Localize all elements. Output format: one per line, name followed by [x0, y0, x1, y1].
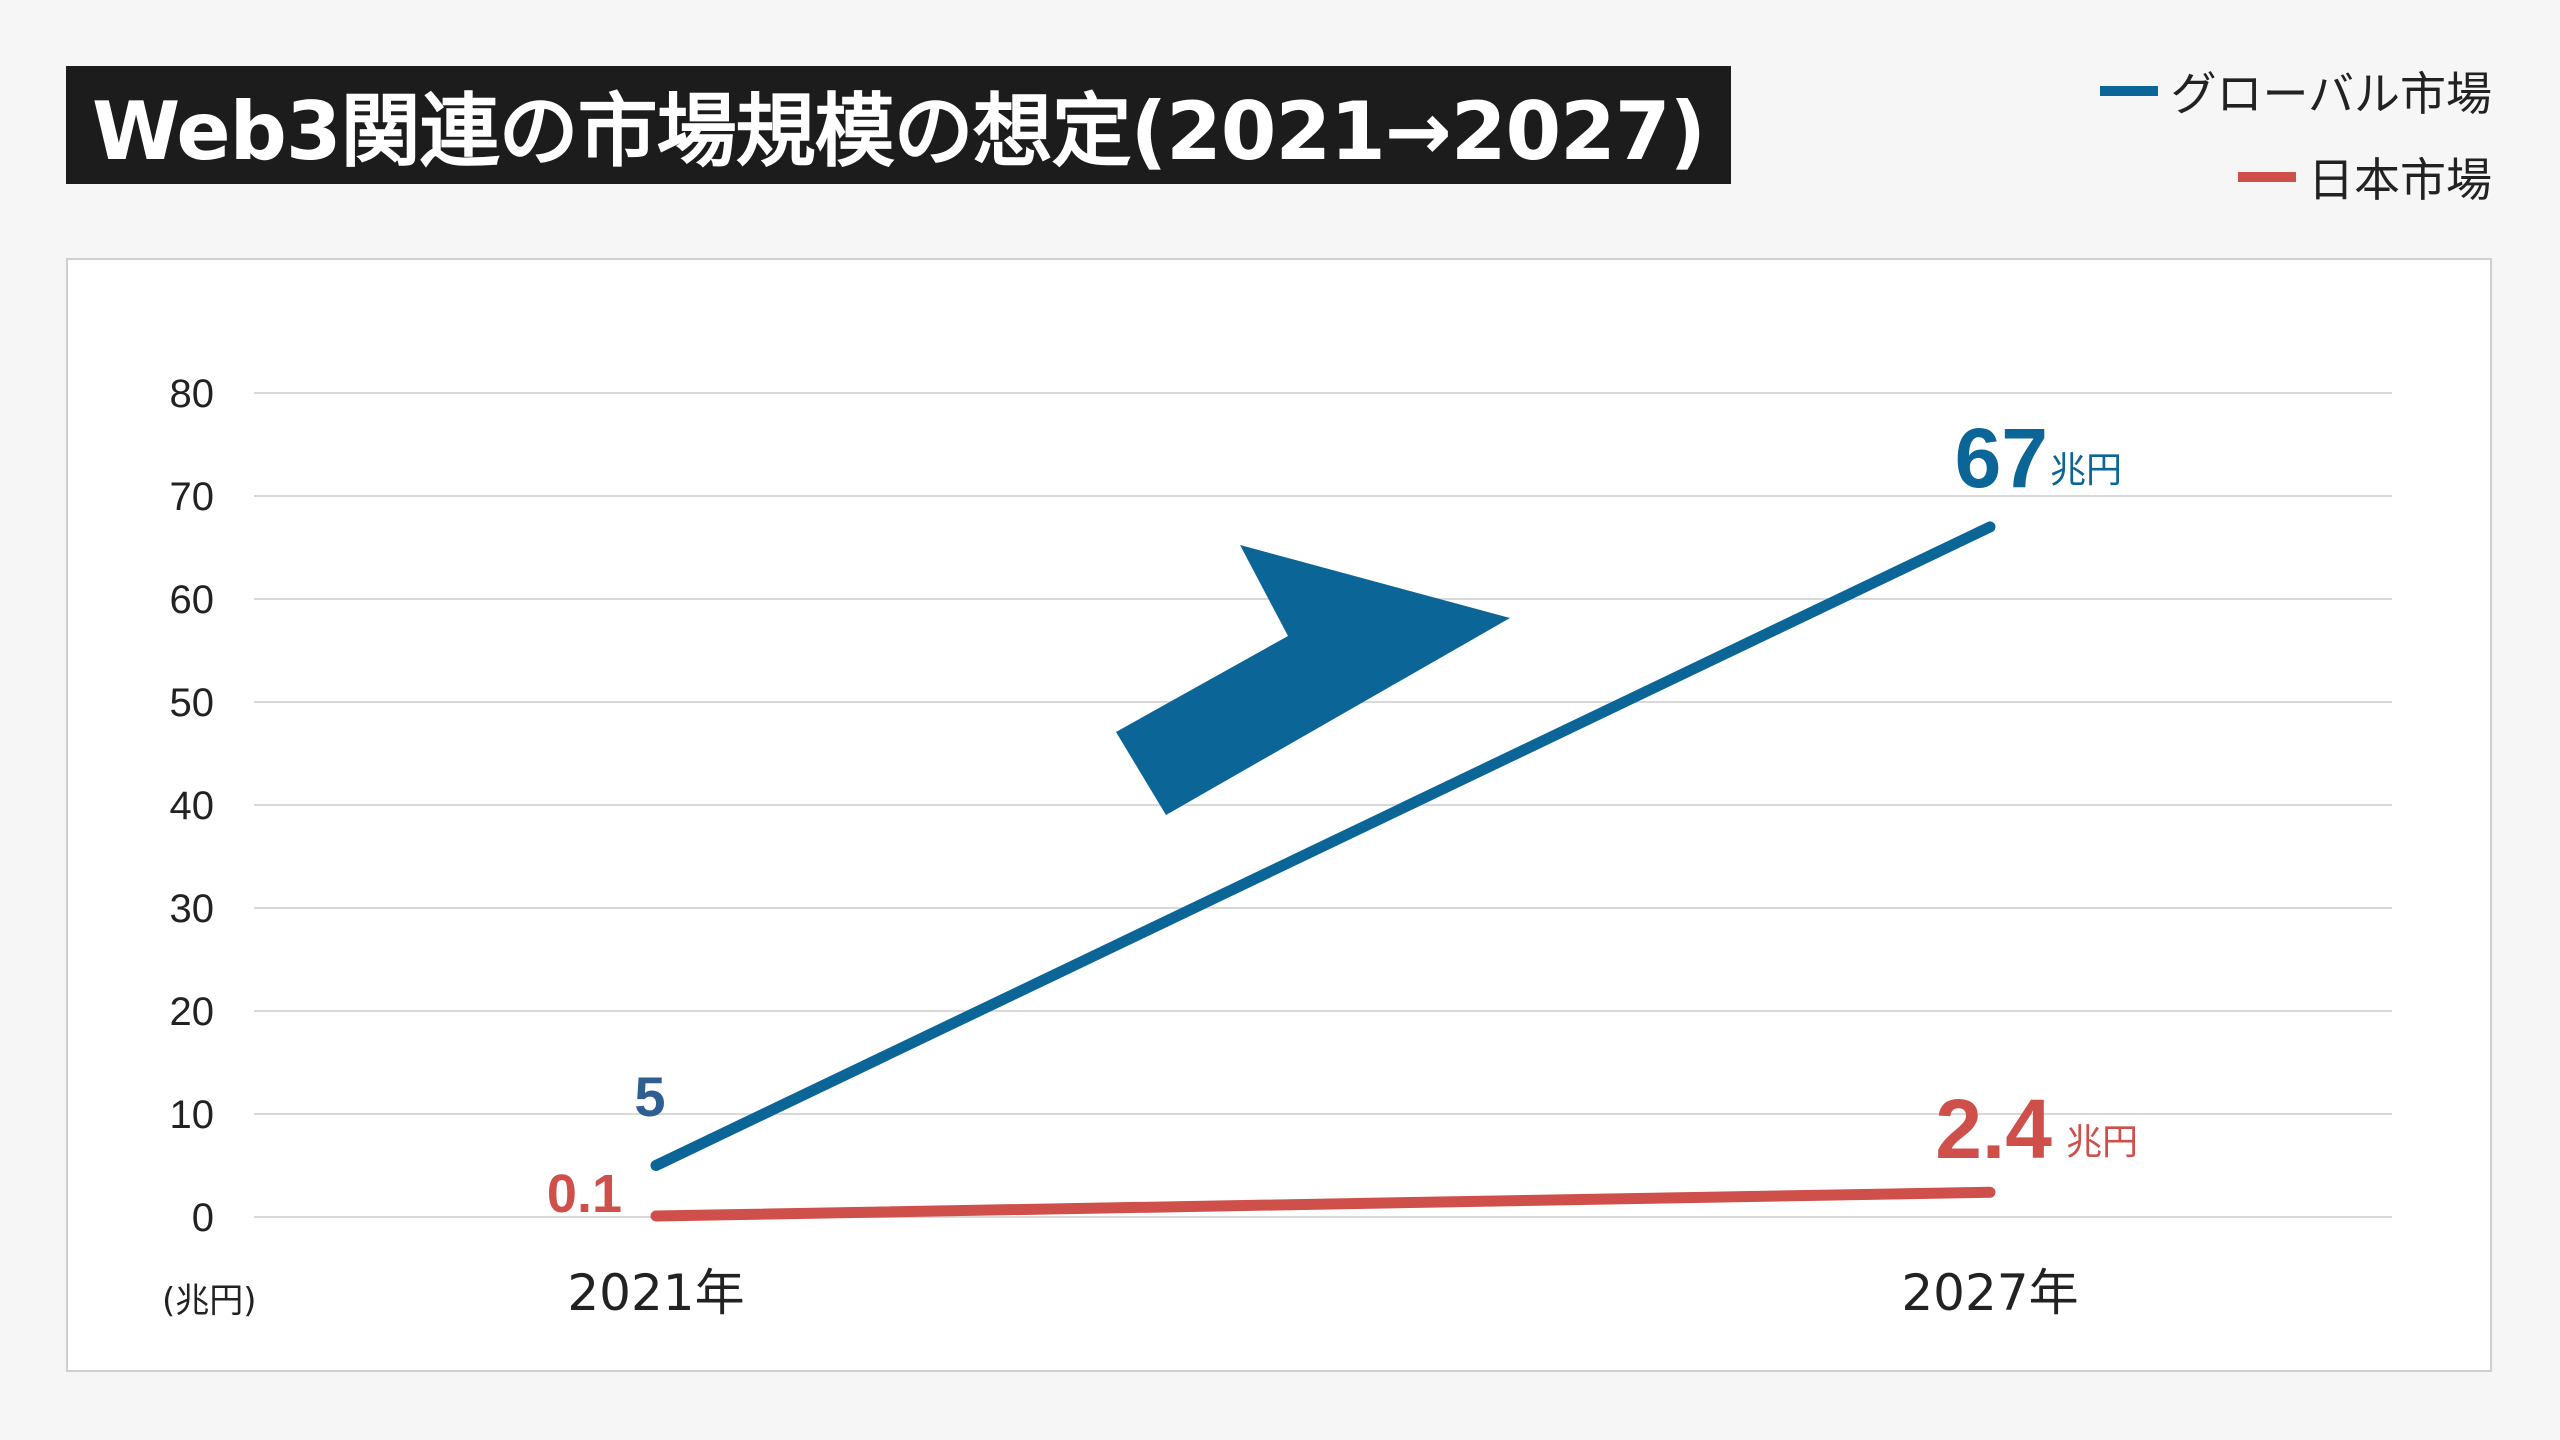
grid-lines — [254, 392, 2392, 1218]
series-lines — [650, 521, 1996, 1222]
legend-item-global: グローバル市場 — [2100, 58, 2492, 124]
legend-item-japan: 日本市場 — [2100, 144, 2492, 210]
data-label-japan-2021: 0.1 — [547, 1164, 622, 1224]
legend-swatch-global — [2100, 86, 2159, 96]
legend-swatch-japan — [2238, 172, 2296, 182]
legend-label-japan: 日本市場 — [2308, 153, 2492, 207]
legend-label-global: グローバル市場 — [2170, 67, 2492, 121]
y-axis-ticks: 0 10 20 30 40 50 60 70 80 — [170, 372, 215, 1240]
series-line-japan — [650, 1186, 1996, 1222]
chart-frame — [66, 258, 2492, 1372]
y-tick-label: 30 — [170, 887, 215, 931]
y-tick-label: 40 — [170, 784, 215, 828]
x-tick-label: 2021年 — [567, 1264, 744, 1322]
data-labels: 50.167 兆円2.4 兆円 — [547, 411, 2138, 1224]
chart-title-text: Web3関連の市場規模の想定(2021→2027) — [92, 85, 1706, 178]
data-label-japan-2027-unit: 兆円 — [2066, 1122, 2138, 1163]
y-tick-label: 10 — [170, 1093, 215, 1137]
y-tick-label: 50 — [170, 681, 215, 725]
y-tick-label: 20 — [170, 990, 215, 1034]
data-label-global-2021: 5 — [634, 1065, 665, 1128]
x-axis-ticks: 2021年 2027年 — [567, 1264, 2078, 1322]
y-unit-label: (兆円) — [162, 1281, 257, 1321]
y-tick-label: 80 — [170, 372, 215, 416]
legend: グローバル市場 日本市場 — [2100, 58, 2492, 210]
series-line-global — [650, 521, 1996, 1171]
x-tick-label: 2027年 — [1901, 1264, 2078, 1322]
upward-arrow-icon — [1116, 545, 1510, 815]
y-tick-label: 60 — [170, 578, 215, 622]
data-label-japan-2027: 2.4 — [1935, 1082, 2052, 1176]
chart-title: Web3関連の市場規模の想定(2021→2027) — [66, 66, 1732, 184]
y-tick-label: 70 — [170, 475, 215, 519]
data-label-global-2027: 67 — [1955, 411, 2048, 505]
data-label-global-2027-unit: 兆円 — [2050, 450, 2122, 491]
y-tick-label: 0 — [192, 1196, 214, 1240]
